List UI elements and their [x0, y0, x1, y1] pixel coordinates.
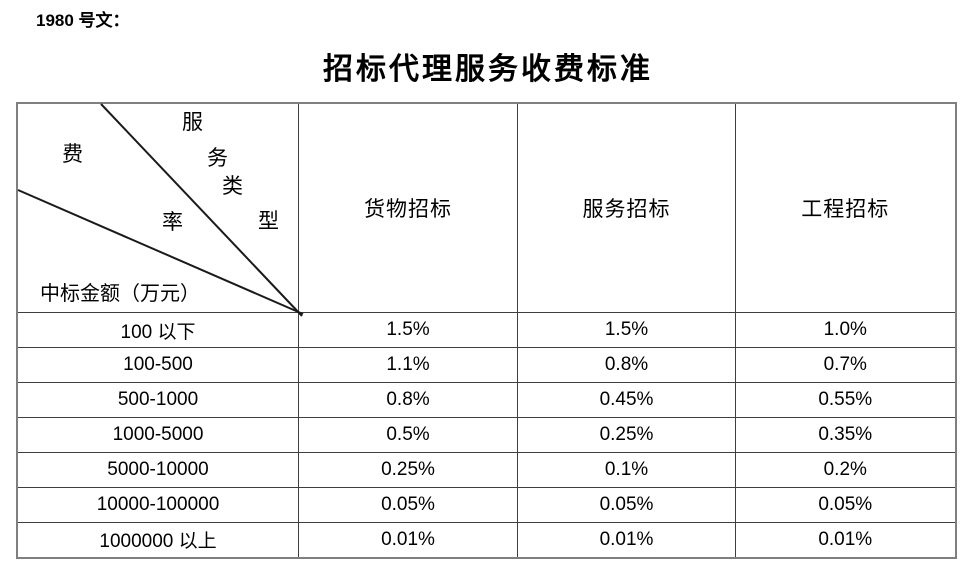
fee-value-cell: 1.5% [298, 312, 518, 348]
fee-value-cell: 0.5% [298, 417, 518, 453]
fee-value-cell: 0.45% [517, 382, 736, 418]
fee-value-cell: 0.8% [517, 347, 736, 383]
corner-label-fee-rate-char: 费 [62, 142, 83, 166]
header-row: 服 费 务 类 率 型 中标金额（万元） 货物招标 服务招标 工程招标 [16, 102, 956, 317]
fee-value-cell: 0.55% [735, 382, 956, 418]
table-row: 1000-5000 0.5% 0.25% 0.35% [16, 417, 956, 453]
corner-label-service-type-char: 服 [182, 110, 203, 134]
fee-value-cell: 0.8% [298, 382, 518, 418]
fee-value-cell: 0.25% [298, 452, 518, 488]
fee-value-cell: 0.25% [517, 417, 736, 453]
fee-table-body: 100 以下 1.5% 1.5% 1.0% 100-500 1.1% 0.8% 0.7% 500… [16, 312, 956, 558]
table-row: 10000-100000 0.05% 0.05% 0.05% [16, 487, 956, 523]
fee-value-cell: 0.35% [735, 417, 956, 453]
table-row: 1000000 以上 0.01% 0.01% 0.01% [16, 522, 956, 558]
fee-value-cell: 0.2% [735, 452, 956, 488]
fee-value-cell: 0.05% [517, 487, 736, 523]
row-label-cell: 1000000 以上 [16, 522, 299, 558]
fee-value-cell: 0.05% [735, 487, 956, 523]
row-label-cell: 100-500 [16, 347, 299, 383]
corner-label-service-type-char: 务 [207, 146, 228, 170]
fee-standard-table: 服 费 务 类 率 型 中标金额（万元） 货物招标 服务招标 工程招标 100 … [16, 102, 957, 559]
fee-value-cell: 1.0% [735, 312, 956, 348]
corner-label-fee-rate-char: 率 [162, 210, 183, 234]
fee-value-cell: 0.7% [735, 347, 956, 383]
table-row: 100-500 1.1% 0.8% 0.7% [16, 347, 956, 383]
fee-value-cell: 0.01% [735, 522, 956, 558]
fee-value-cell: 0.05% [298, 487, 518, 523]
column-header-project: 工程招标 [735, 102, 956, 313]
row-label-cell: 5000-10000 [16, 452, 299, 488]
corner-label-service-type-char: 类 [222, 174, 243, 198]
table-row: 5000-10000 0.25% 0.1% 0.2% [16, 452, 956, 488]
row-axis-label: 中标金额（万元） [40, 283, 200, 305]
fee-value-cell: 1.5% [517, 312, 736, 348]
page-title: 招标代理服务收费标准 [323, 53, 653, 86]
row-label-cell: 100 以下 [16, 312, 299, 348]
fee-value-cell: 0.01% [298, 522, 518, 558]
column-header-goods: 货物招标 [298, 102, 518, 313]
row-label-cell: 10000-100000 [16, 487, 299, 523]
row-label-cell: 1000-5000 [16, 417, 299, 453]
fee-value-cell: 0.01% [517, 522, 736, 558]
column-header-service: 服务招标 [517, 102, 736, 313]
diagonal-corner-cell: 服 费 务 类 率 型 中标金额（万元） [16, 102, 304, 317]
fee-value-cell: 0.1% [517, 452, 736, 488]
fee-value-cell: 1.1% [298, 347, 518, 383]
corner-label-service-type-char: 型 [258, 209, 279, 233]
table-row: 100 以下 1.5% 1.5% 1.0% [16, 312, 956, 348]
table-row: 500-1000 0.8% 0.45% 0.55% [16, 382, 956, 418]
doc-number-label: 1980 号文： [36, 11, 130, 30]
row-label-cell: 500-1000 [16, 382, 299, 418]
